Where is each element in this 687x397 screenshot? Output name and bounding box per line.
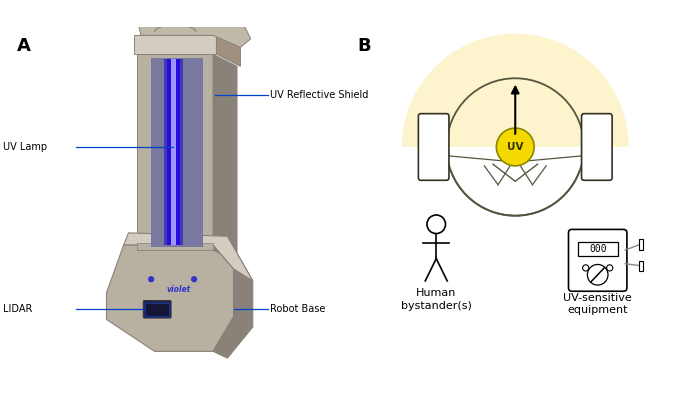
Polygon shape <box>213 54 237 262</box>
Bar <box>146 303 169 316</box>
FancyBboxPatch shape <box>418 114 449 180</box>
Bar <box>171 60 176 245</box>
Circle shape <box>496 128 534 166</box>
Text: Robot Base: Robot Base <box>269 304 325 314</box>
Polygon shape <box>134 15 247 21</box>
Text: UV-sensitive
equipment: UV-sensitive equipment <box>563 293 632 315</box>
Bar <box>164 60 183 245</box>
Circle shape <box>192 277 196 281</box>
Polygon shape <box>137 243 213 250</box>
Text: A: A <box>17 37 31 55</box>
Text: B: B <box>357 37 371 55</box>
Circle shape <box>149 277 154 281</box>
Text: UV Reflective Shield: UV Reflective Shield <box>269 91 368 100</box>
Bar <box>639 239 644 250</box>
Polygon shape <box>137 54 213 250</box>
Bar <box>639 261 644 271</box>
Text: violet: violet <box>166 285 191 294</box>
Text: UV: UV <box>507 142 523 152</box>
Bar <box>578 242 618 256</box>
Circle shape <box>587 264 608 285</box>
FancyBboxPatch shape <box>143 301 171 318</box>
Wedge shape <box>402 34 629 147</box>
Polygon shape <box>134 35 216 54</box>
Polygon shape <box>137 20 251 47</box>
Polygon shape <box>124 233 253 281</box>
Polygon shape <box>213 236 253 358</box>
FancyBboxPatch shape <box>569 229 627 291</box>
Text: UV Lamp: UV Lamp <box>3 142 47 152</box>
Bar <box>168 60 180 245</box>
Text: 000: 000 <box>589 244 607 254</box>
Circle shape <box>583 265 589 271</box>
FancyBboxPatch shape <box>581 114 612 180</box>
Polygon shape <box>106 245 234 351</box>
Text: Human
bystander(s): Human bystander(s) <box>401 289 472 311</box>
Text: LIDAR: LIDAR <box>3 304 33 314</box>
Polygon shape <box>216 35 240 66</box>
Circle shape <box>607 265 613 271</box>
Polygon shape <box>151 58 203 247</box>
